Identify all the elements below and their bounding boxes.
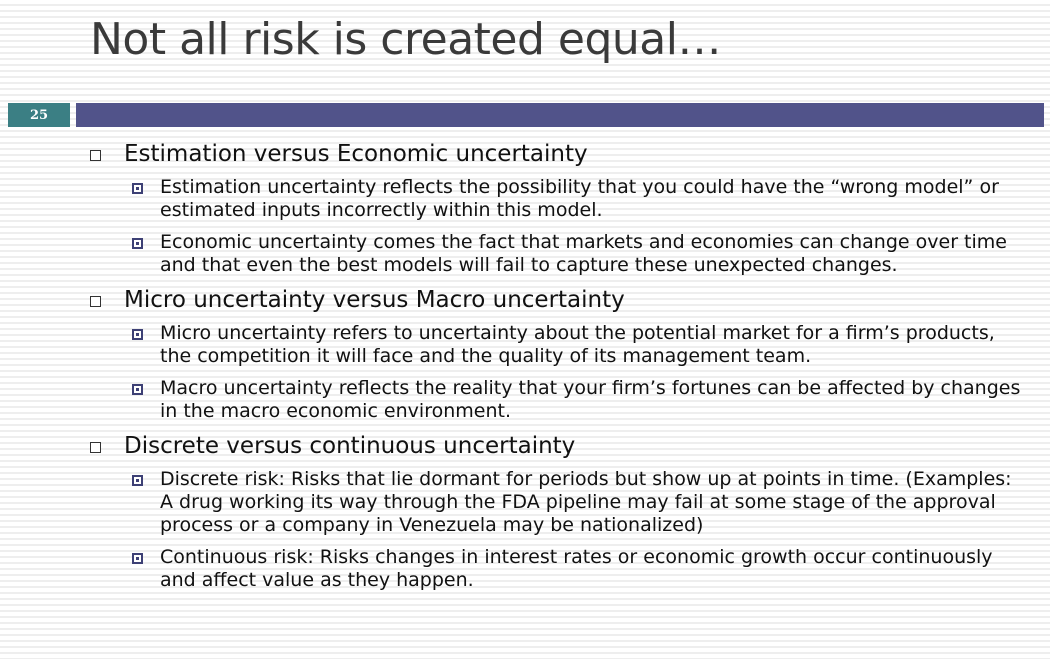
bullet-level2: Continuous risk: Risks changes in intere… <box>88 546 1028 592</box>
bullet-text: Economic uncertainty comes the fact that… <box>160 231 1007 276</box>
section-discrete-vs-continuous: Discrete versus continuous uncertainty D… <box>88 432 1028 592</box>
slide-title: Not all risk is created equal… <box>90 14 721 65</box>
bullet-level2: Economic uncertainty comes the fact that… <box>88 231 1028 277</box>
square-bullet-icon <box>132 384 143 395</box>
section-micro-vs-macro: Micro uncertainty versus Macro uncertain… <box>88 286 1028 423</box>
square-bullet-icon <box>132 475 143 486</box>
bullet-level2: Estimation uncertainty reflects the poss… <box>88 176 1028 222</box>
slide-number: 25 <box>8 103 70 127</box>
bullet-text: Micro uncertainty refers to uncertainty … <box>160 322 995 367</box>
section-estimation-vs-economic: Estimation versus Economic uncertainty E… <box>88 140 1028 277</box>
bullet-level1: Micro uncertainty versus Macro uncertain… <box>88 286 1028 314</box>
bullet-level1: Estimation versus Economic uncertainty <box>88 140 1028 168</box>
square-bullet-icon <box>132 238 143 249</box>
bullet-text: Macro uncertainty reflects the reality t… <box>160 377 1021 422</box>
bullet-level2: Macro uncertainty reflects the reality t… <box>88 377 1028 423</box>
bullet-text: Estimation uncertainty reflects the poss… <box>160 176 999 221</box>
bullet-heading: Micro uncertainty versus Macro uncertain… <box>124 287 625 313</box>
hollow-square-bullet-icon <box>90 296 101 307</box>
square-bullet-icon <box>132 329 143 340</box>
bullet-level2: Discrete risk: Risks that lie dormant fo… <box>88 468 1028 537</box>
header-bar <box>76 103 1044 127</box>
hollow-square-bullet-icon <box>90 150 101 161</box>
square-bullet-icon <box>132 183 143 194</box>
bullet-heading: Estimation versus Economic uncertainty <box>124 141 588 167</box>
hollow-square-bullet-icon <box>90 442 101 453</box>
bullet-heading: Discrete versus continuous uncertainty <box>124 433 576 459</box>
square-bullet-icon <box>132 553 143 564</box>
slide-content: Estimation versus Economic uncertainty E… <box>88 140 1028 601</box>
bullet-text: Discrete risk: Risks that lie dormant fo… <box>160 468 1012 536</box>
bullet-level1: Discrete versus continuous uncertainty <box>88 432 1028 460</box>
bullet-text: Continuous risk: Risks changes in intere… <box>160 546 993 591</box>
bullet-level2: Micro uncertainty refers to uncertainty … <box>88 322 1028 368</box>
